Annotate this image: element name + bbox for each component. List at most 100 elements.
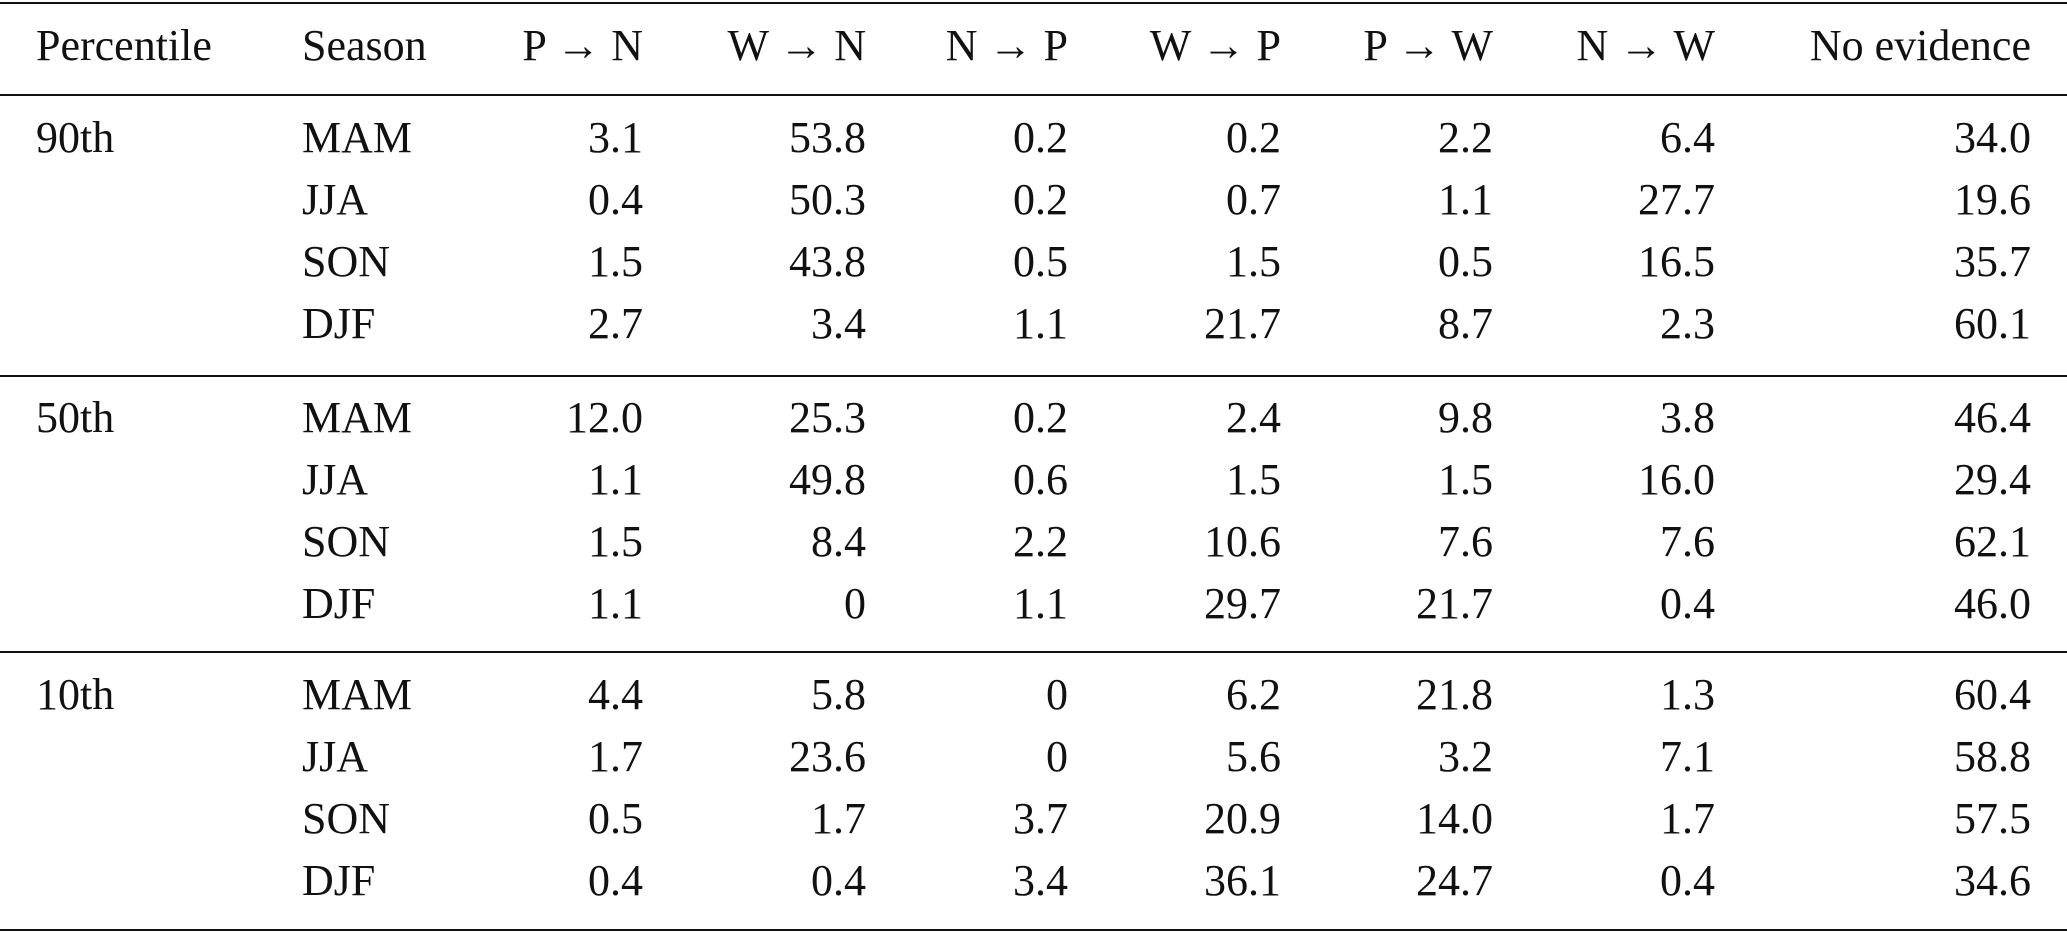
table-value: 6.2 — [1226, 670, 1281, 719]
season-label: JJA — [302, 455, 369, 504]
table-value: 1.1 — [1438, 175, 1493, 224]
table-value: 0.4 — [588, 175, 643, 224]
table-value: 0.4 — [811, 856, 866, 905]
table-value: 43.8 — [789, 237, 866, 286]
table-value: 2.7 — [588, 299, 643, 348]
table-value: 8.4 — [811, 517, 866, 566]
season-label: DJF — [302, 579, 376, 628]
table-value: 1.1 — [1013, 299, 1068, 348]
season-label: DJF — [302, 856, 376, 905]
table-value: 5.6 — [1226, 732, 1281, 781]
table-value: 1.1 — [1013, 579, 1068, 628]
table-value: 6.4 — [1660, 113, 1715, 162]
table-rule — [0, 651, 2067, 653]
season-label: SON — [302, 794, 391, 843]
season-label: SON — [302, 237, 391, 286]
season-label: JJA — [302, 732, 369, 781]
table-value: 0.6 — [1013, 455, 1068, 504]
table-value: 1.7 — [811, 794, 866, 843]
table-value: 7.6 — [1438, 517, 1493, 566]
table-value: 58.8 — [1954, 732, 2031, 781]
column-header: P → N — [522, 21, 643, 70]
table-value: 10.6 — [1204, 517, 1281, 566]
table-value: 21.8 — [1416, 670, 1493, 719]
table-value: 0.2 — [1226, 113, 1281, 162]
table-value: 0.4 — [1660, 856, 1715, 905]
season-label: MAM — [302, 670, 413, 719]
table-value: 0.2 — [1013, 113, 1068, 162]
table-value: 46.4 — [1954, 393, 2031, 442]
table-value: 3.2 — [1438, 732, 1493, 781]
table-value: 60.1 — [1954, 299, 2031, 348]
table-rule — [0, 2, 2067, 4]
table-value: 0 — [1046, 732, 1068, 781]
table-value: 24.7 — [1416, 856, 1493, 905]
table-value: 0 — [1046, 670, 1068, 719]
column-header: P → W — [1363, 21, 1493, 70]
percentile-label: 10th — [36, 670, 115, 719]
table-value: 34.0 — [1954, 113, 2031, 162]
table-value: 2.4 — [1226, 393, 1281, 442]
table-value: 49.8 — [789, 455, 866, 504]
table-value: 12.0 — [566, 393, 643, 442]
table-value: 0.2 — [1013, 175, 1068, 224]
column-header: Percentile — [36, 21, 212, 70]
table-rule — [0, 929, 2067, 931]
table-value: 0.4 — [588, 856, 643, 905]
percentile-label: 90th — [36, 113, 115, 162]
table-value: 60.4 — [1954, 670, 2031, 719]
table-value: 1.5 — [1226, 455, 1281, 504]
table-value: 1.1 — [588, 455, 643, 504]
season-label: SON — [302, 517, 391, 566]
table-value: 0 — [844, 579, 866, 628]
table-value: 27.7 — [1638, 175, 1715, 224]
table-value: 7.1 — [1660, 732, 1715, 781]
table-value: 8.7 — [1438, 299, 1493, 348]
column-header: N → W — [1576, 21, 1715, 70]
table-value: 53.8 — [789, 113, 866, 162]
table-value: 19.6 — [1954, 175, 2031, 224]
season-label: MAM — [302, 393, 413, 442]
table-value: 2.3 — [1660, 299, 1715, 348]
table-value: 0.5 — [1013, 237, 1068, 286]
table-value: 25.3 — [789, 393, 866, 442]
table-value: 1.7 — [1660, 794, 1715, 843]
season-label: JJA — [302, 175, 369, 224]
table-value: 1.7 — [588, 732, 643, 781]
table-value: 1.5 — [1226, 237, 1281, 286]
season-label: MAM — [302, 113, 413, 162]
table-value: 2.2 — [1438, 113, 1493, 162]
table-value: 3.1 — [588, 113, 643, 162]
table-value: 23.6 — [789, 732, 866, 781]
table-value: 16.5 — [1638, 237, 1715, 286]
table-rule — [0, 94, 2067, 96]
table-value: 0.5 — [588, 794, 643, 843]
table-value: 1.5 — [1438, 455, 1493, 504]
table-value: 0.4 — [1660, 579, 1715, 628]
column-header: W → P — [1149, 21, 1281, 70]
column-header: N → P — [945, 21, 1068, 70]
table-value: 29.4 — [1954, 455, 2031, 504]
table-value: 9.8 — [1438, 393, 1493, 442]
table-value: 16.0 — [1638, 455, 1715, 504]
table-value: 50.3 — [789, 175, 866, 224]
table-value: 3.4 — [1013, 856, 1068, 905]
table-value: 1.5 — [588, 237, 643, 286]
table-value: 34.6 — [1954, 856, 2031, 905]
table-value: 3.8 — [1660, 393, 1715, 442]
table-value: 3.4 — [811, 299, 866, 348]
table-value: 62.1 — [1954, 517, 2031, 566]
table-value: 7.6 — [1660, 517, 1715, 566]
table-value: 29.7 — [1204, 579, 1281, 628]
table-rule — [0, 375, 2067, 377]
table-value: 2.2 — [1013, 517, 1068, 566]
table-value: 21.7 — [1204, 299, 1281, 348]
table-value: 0.7 — [1226, 175, 1281, 224]
table-value: 1.3 — [1660, 670, 1715, 719]
season-label: DJF — [302, 299, 376, 348]
table-value: 1.1 — [588, 579, 643, 628]
table-value: 1.5 — [588, 517, 643, 566]
table-value: 21.7 — [1416, 579, 1493, 628]
table-value: 0.5 — [1438, 237, 1493, 286]
